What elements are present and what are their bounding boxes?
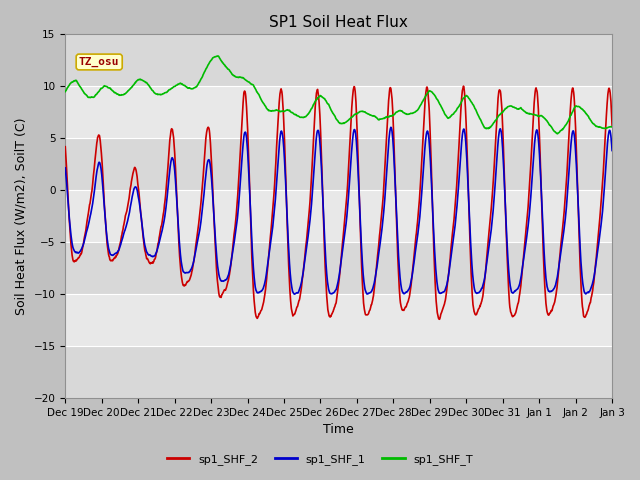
Bar	[65, 294, 612, 346]
X-axis label: Time: Time	[323, 423, 354, 436]
sp1_SHF_T	[424, 90, 431, 96]
Text: TZ_osu: TZ_osu	[79, 57, 120, 67]
sp1_SHF_1	[291, 291, 298, 297]
Legend: sp1_SHF_2, sp1_SHF_1, sp1_SHF_T: sp1_SHF_2, sp1_SHF_1, sp1_SHF_T	[163, 450, 477, 469]
sp1_SHF_2	[61, 144, 69, 150]
sp1_SHF_2	[183, 279, 191, 285]
sp1_SHF_1	[170, 158, 177, 164]
sp1_SHF_1	[244, 156, 252, 162]
sp1_SHF_T	[543, 119, 551, 125]
sp1_SHF_1	[424, 131, 432, 136]
Line: sp1_SHF_2: sp1_SHF_2	[65, 86, 612, 319]
sp1_SHF_2	[496, 87, 504, 93]
sp1_SHF_T	[214, 53, 221, 59]
sp1_SHF_1	[544, 287, 552, 292]
Line: sp1_SHF_T: sp1_SHF_T	[65, 56, 612, 134]
sp1_SHF_T	[183, 84, 191, 90]
sp1_SHF_T	[554, 131, 561, 137]
sp1_SHF_T	[608, 124, 616, 130]
sp1_SHF_1	[387, 124, 395, 130]
sp1_SHF_T	[244, 79, 252, 85]
sp1_SHF_2	[170, 134, 177, 140]
Bar	[65, 190, 612, 242]
sp1_SHF_1	[183, 270, 191, 276]
Y-axis label: Soil Heat Flux (W/m2), SoilT (C): Soil Heat Flux (W/m2), SoilT (C)	[15, 117, 28, 315]
sp1_SHF_1	[608, 148, 616, 154]
sp1_SHF_T	[495, 112, 503, 118]
Bar	[65, 86, 612, 138]
sp1_SHF_2	[608, 122, 616, 128]
sp1_SHF_2	[244, 137, 252, 143]
sp1_SHF_2	[460, 83, 467, 89]
sp1_SHF_2	[424, 85, 431, 91]
sp1_SHF_2	[544, 312, 552, 317]
sp1_SHF_T	[170, 84, 177, 90]
sp1_SHF_2	[436, 316, 444, 322]
Title: SP1 Soil Heat Flux: SP1 Soil Heat Flux	[269, 15, 408, 30]
sp1_SHF_1	[496, 127, 504, 133]
sp1_SHF_1	[61, 165, 69, 171]
sp1_SHF_T	[61, 89, 69, 95]
Line: sp1_SHF_1: sp1_SHF_1	[65, 127, 612, 294]
